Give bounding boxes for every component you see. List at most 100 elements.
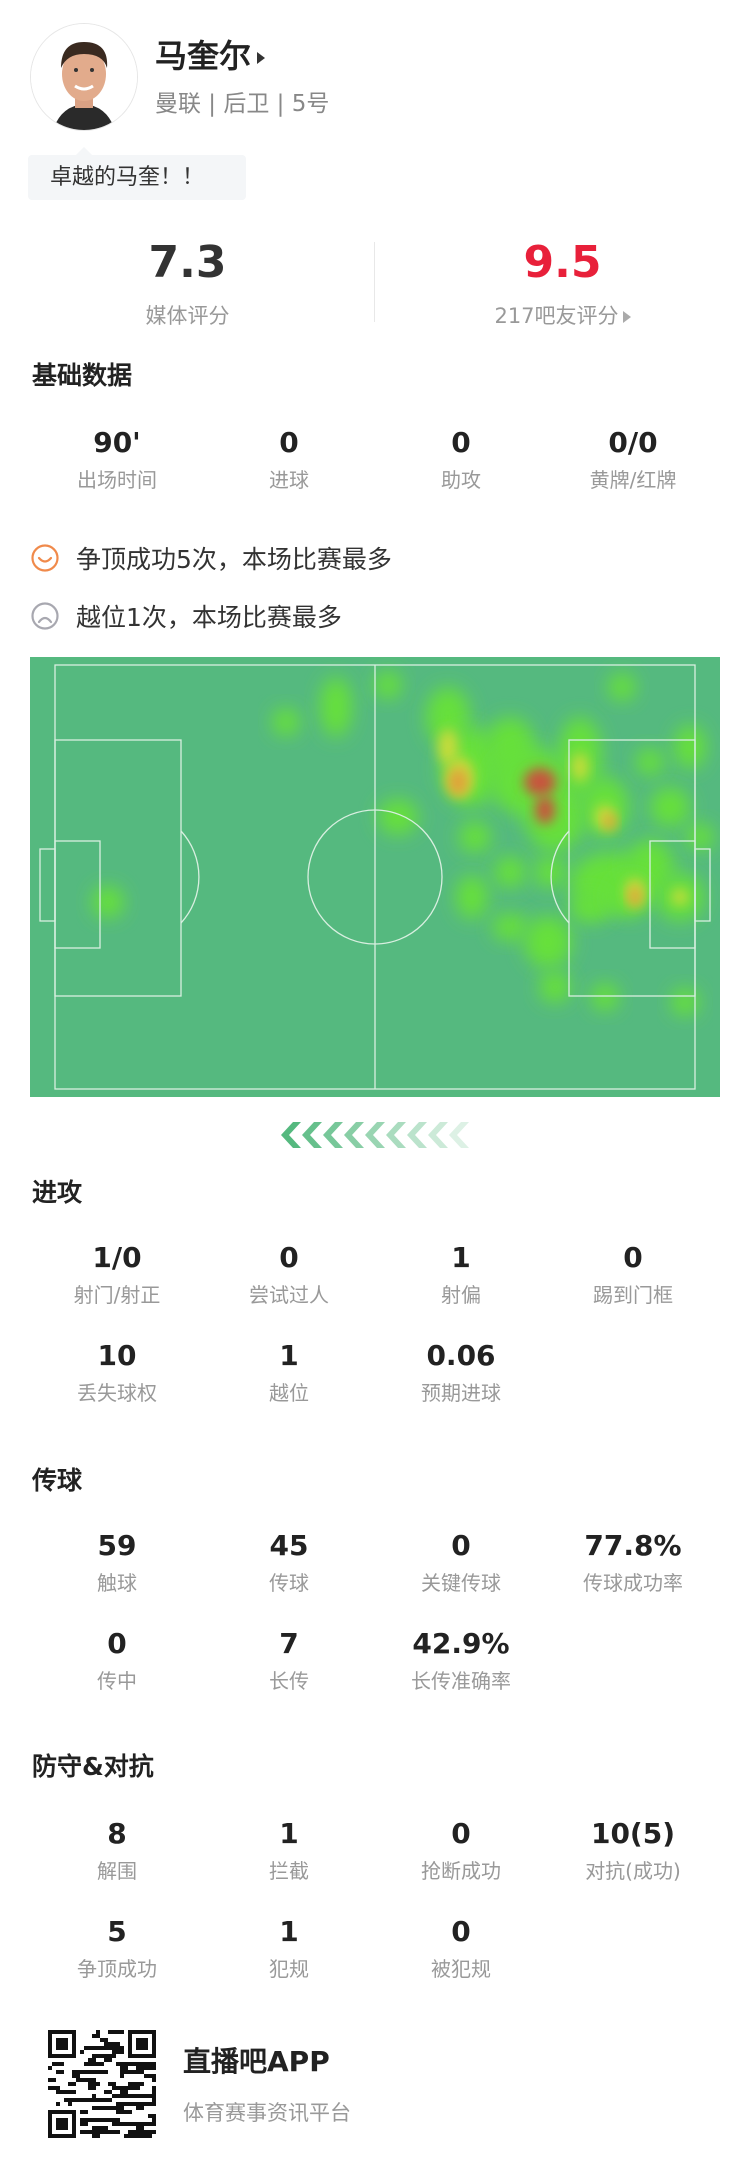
heat-blob xyxy=(674,725,706,769)
qr-module xyxy=(100,2106,104,2110)
stat-cell: 0 踢到门框 xyxy=(547,1243,719,1341)
qr-module xyxy=(136,2070,140,2074)
media-rating-value: 7.3 xyxy=(148,237,227,288)
qr-module xyxy=(88,2078,92,2082)
qr-module xyxy=(96,2070,100,2074)
qr-module xyxy=(96,2034,100,2038)
heat-blob xyxy=(629,887,641,907)
qr-module xyxy=(112,2082,116,2086)
stat-value: 1 xyxy=(451,1241,471,1274)
chevron-left-icon xyxy=(302,1122,322,1148)
stat-cell: 0 关键传球 xyxy=(375,1531,547,1629)
heat-blob xyxy=(534,856,566,888)
heat-blob xyxy=(671,988,699,1016)
stat-row: 0 传中 7 长传 42.9% 长传准确率 xyxy=(31,1629,719,1727)
qr-module xyxy=(80,2118,84,2122)
stat-label: 预期进球 xyxy=(421,1381,501,1405)
fan-rating-value: 9.5 xyxy=(523,237,602,288)
qr-module xyxy=(84,2130,88,2134)
stat-value: 0.06 xyxy=(426,1339,496,1372)
highlight-item: 越位1次，本场比赛最多 xyxy=(30,600,342,632)
qr-module xyxy=(116,2106,120,2110)
qr-module xyxy=(108,2042,112,2046)
stat-value: 59 xyxy=(97,1529,137,1562)
qr-module xyxy=(60,2070,64,2074)
player-name-link[interactable]: 马奎尔 xyxy=(155,36,266,76)
qr-module xyxy=(116,2118,120,2122)
stat-row: 5 争顶成功 1 犯规 0 被犯规 xyxy=(31,1917,719,2015)
qr-module xyxy=(116,2086,120,2090)
qr-module xyxy=(88,2070,92,2074)
stat-label: 传球 xyxy=(269,1571,309,1595)
qr-module xyxy=(48,2078,52,2082)
stat-value: 42.9% xyxy=(412,1627,510,1660)
qr-module xyxy=(112,2106,116,2110)
qr-module xyxy=(136,2126,140,2130)
qr-module xyxy=(104,2038,108,2042)
qr-module xyxy=(140,2130,144,2134)
section-title-basic: 基础数据 xyxy=(32,361,133,390)
stat-label: 传球成功率 xyxy=(583,1571,683,1595)
stat-cell: 0/0 黄牌/红牌 xyxy=(547,428,719,526)
attack-stats-grid: 1/0 射门/射正 0 尝试过人 1 射偏 0 踢到门框 10 丢失球权 1 越位 0.06 预期进球 xyxy=(31,1243,719,1439)
stat-cell: 0 抢断成功 xyxy=(375,1819,547,1917)
qr-module xyxy=(68,2098,72,2102)
qr-module xyxy=(124,2110,128,2114)
heat-blob xyxy=(492,913,528,941)
qr-module xyxy=(104,2070,108,2074)
fan-rating[interactable]: 9.5 217吧友评分 xyxy=(375,238,750,329)
qr-module xyxy=(148,2114,152,2118)
qr-module xyxy=(108,2130,112,2134)
qr-module xyxy=(128,2130,132,2134)
qr-module xyxy=(132,2094,136,2098)
qr-module xyxy=(92,2094,96,2098)
qr-module xyxy=(124,2070,128,2074)
qr-module xyxy=(96,2054,100,2058)
qr-module xyxy=(104,2058,108,2062)
qr-module xyxy=(128,2062,132,2066)
basic-stats-grid: 90' 出场时间 0 进球 0 助攻 0/0 黄牌/红牌 xyxy=(31,428,719,526)
stat-label: 射门/射正 xyxy=(73,1283,161,1307)
heat-blob xyxy=(374,671,402,699)
stat-cell: 0 尝试过人 xyxy=(203,1243,375,1341)
heat-blob xyxy=(320,677,352,737)
stat-label: 助攻 xyxy=(441,468,481,492)
stat-value: 1/0 xyxy=(92,1241,142,1274)
qr-module xyxy=(108,2046,112,2050)
qr-module xyxy=(116,2110,120,2114)
qr-module xyxy=(124,2066,128,2070)
heat-blob xyxy=(535,796,555,824)
qr-code-icon[interactable] xyxy=(48,2030,156,2138)
qr-module xyxy=(108,2054,112,2058)
stat-label: 解围 xyxy=(97,1859,137,1883)
chevron-left-icon xyxy=(386,1122,406,1148)
qr-module xyxy=(144,2062,148,2066)
qr-module xyxy=(148,2066,152,2070)
qr-module xyxy=(104,2042,108,2046)
qr-module xyxy=(120,2050,124,2054)
qr-module xyxy=(104,2054,108,2058)
qr-module xyxy=(60,2062,64,2066)
qr-module xyxy=(92,2078,96,2082)
qr-module xyxy=(104,2098,108,2102)
qr-module xyxy=(96,2130,100,2134)
qr-module xyxy=(116,2050,120,2054)
qr-module xyxy=(104,2106,108,2110)
chevron-left-icon xyxy=(449,1122,469,1148)
stat-value: 0 xyxy=(451,426,471,459)
qr-module xyxy=(76,2074,80,2078)
stat-label: 射偏 xyxy=(441,1283,481,1307)
player-avatar[interactable] xyxy=(30,23,138,131)
heatmap-pitch xyxy=(30,657,720,1097)
qr-module xyxy=(136,2122,140,2126)
qr-module xyxy=(152,2098,156,2102)
qr-module xyxy=(128,2102,132,2106)
qr-module xyxy=(112,2054,116,2058)
stat-label: 尝试过人 xyxy=(249,1283,329,1307)
qr-module xyxy=(128,2122,132,2126)
qr-module xyxy=(76,2070,80,2074)
qr-module xyxy=(88,2098,92,2102)
fan-rating-link[interactable]: 217吧友评分 xyxy=(375,303,750,329)
qr-module xyxy=(76,2098,80,2102)
qr-module xyxy=(92,2134,96,2138)
